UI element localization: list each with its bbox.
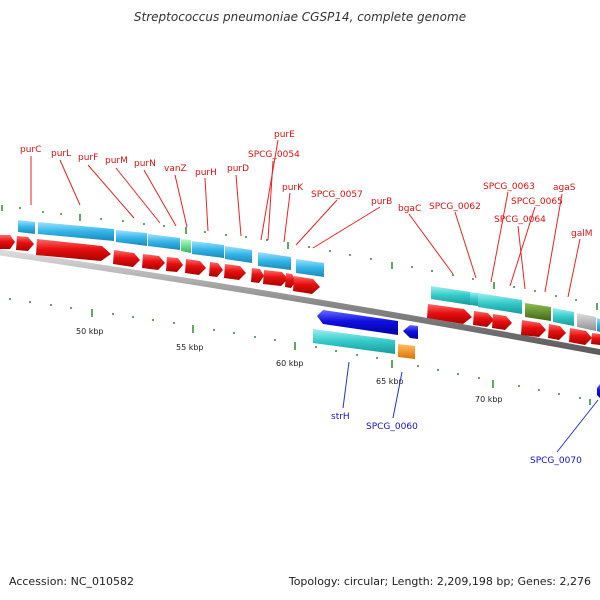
cog-feature — [38, 222, 114, 241]
scale-label-55kbp: 55 kbp — [176, 343, 204, 352]
gene-label-purB: purB — [371, 197, 392, 207]
gene-label-purF: purF — [78, 153, 98, 163]
cds-forward — [113, 250, 140, 267]
cog-feature — [577, 313, 596, 331]
cds-forward — [36, 239, 111, 261]
gene-label-SPCG_0064: SPCG_0064 — [494, 215, 546, 225]
cog-feature — [398, 344, 415, 359]
gene-label-SPCG_0060: SPCG_0060 — [366, 422, 418, 432]
cds-forward — [251, 268, 264, 283]
gene-label-SPCG_0054: SPCG_0054 — [248, 150, 300, 160]
gene-label-purN: purN — [134, 159, 156, 169]
cds-forward — [521, 320, 546, 337]
cds-reverse — [597, 384, 600, 398]
reverse-cds-track — [317, 310, 600, 398]
scale-label-50kbp: 50 kbp — [76, 327, 104, 336]
gene-label-agaS: agaS — [553, 183, 576, 193]
cog-feature — [478, 293, 522, 314]
gene-label-purK: purK — [282, 183, 304, 193]
scale-ticks — [1, 205, 598, 405]
cds-forward — [209, 262, 223, 277]
scale-label-60kbp: 60 kbp — [276, 359, 304, 368]
cog-track-lower — [313, 329, 415, 359]
gene-label-strH: strH — [331, 412, 350, 422]
scale-label-65kbp: 65 kbp — [376, 377, 404, 386]
cds-forward — [224, 264, 246, 280]
cds-forward — [285, 273, 296, 288]
cog-feature — [553, 308, 574, 326]
cog-feature — [225, 246, 252, 263]
cog-feature — [18, 220, 35, 234]
accession-text: Accession: NC_010582 — [9, 575, 135, 588]
cog-feature — [116, 230, 147, 246]
genome-summary-text: Topology: circular; Length: 2,209,198 bp… — [288, 575, 591, 588]
label-leaders-bottom — [342, 361, 599, 453]
scale-label-70kbp: 70 kbp — [475, 395, 503, 404]
gene-label-purE: purE — [274, 130, 295, 140]
gene-label-bgaC: bgaC — [398, 204, 421, 214]
cds-forward — [548, 324, 566, 340]
scale-labels: 50 kbp 55 kbp 60 kbp 65 kbp 70 kbp — [76, 327, 503, 404]
gene-labels-top: purC purL purF purM purN vanZ purH purD … — [20, 130, 593, 239]
gene-label-SPCG_0070: SPCG_0070 — [530, 456, 582, 466]
cds-forward — [427, 304, 472, 324]
gene-label-purL: purL — [51, 149, 71, 159]
gene-labels-bottom: strH SPCG_0060 SPCG_0070 — [331, 412, 582, 466]
cog-feature — [192, 241, 224, 258]
cds-reverse — [317, 310, 398, 335]
forward-cds-track — [0, 235, 600, 345]
cds-forward — [185, 259, 206, 275]
cds-forward — [0, 235, 15, 249]
gene-label-purC: purC — [20, 145, 41, 155]
cds-forward — [16, 236, 34, 251]
cog-track-upper — [18, 220, 600, 332]
cog-feature — [313, 329, 395, 354]
gene-label-SPCG_0062: SPCG_0062 — [429, 202, 481, 212]
gene-label-purD: purD — [227, 164, 249, 174]
map-title: Streptococcus pneumoniae CGSP14, complet… — [133, 10, 467, 24]
cog-feature — [148, 234, 180, 250]
gene-label-SPCG_0065: SPCG_0065 — [511, 197, 563, 207]
cds-reverse — [403, 325, 418, 339]
cog-feature — [431, 286, 470, 305]
gene-label-galM: galM — [571, 229, 593, 239]
gene-label-purM: purM — [105, 156, 128, 166]
cds-forward — [492, 314, 512, 330]
gene-label-SPCG_0057: SPCG_0057 — [311, 190, 363, 200]
genome-backbone — [0, 249, 600, 356]
gene-label-purH: purH — [195, 168, 217, 178]
cds-forward — [166, 257, 183, 272]
gene-label-vanZ: vanZ — [164, 164, 187, 174]
cog-feature — [525, 303, 551, 321]
cds-forward — [591, 333, 600, 345]
cog-feature — [597, 318, 600, 332]
cds-forward — [473, 311, 494, 327]
cog-feature — [470, 292, 478, 306]
gene-label-SPCG_0063: SPCG_0063 — [483, 182, 535, 192]
cog-feature — [296, 259, 324, 277]
cds-forward — [142, 254, 165, 270]
cog-feature — [258, 252, 291, 270]
cds-forward — [569, 328, 592, 345]
label-leaders-top — [30, 139, 581, 298]
cds-forward — [263, 270, 288, 286]
cog-feature — [181, 239, 191, 253]
cds-forward — [293, 276, 320, 294]
